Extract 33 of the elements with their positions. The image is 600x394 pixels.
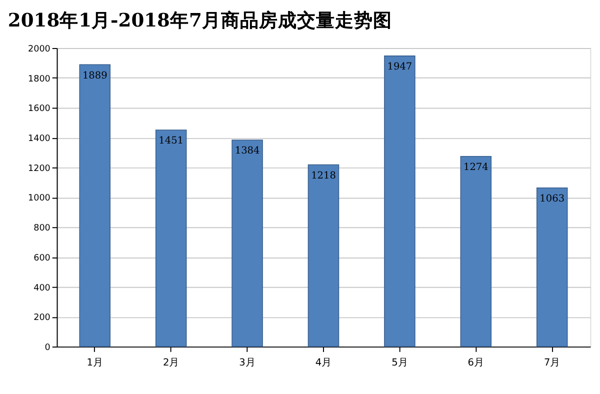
data-label: 1451 (158, 136, 184, 147)
y-tick-label: 200 (34, 313, 51, 324)
y-tick-label: 800 (34, 224, 51, 234)
data-label: 1384 (234, 146, 260, 157)
y-tick-label: 0 (44, 342, 51, 353)
y-tick-label: 1600 (28, 104, 51, 114)
x-tick-label: 5月 (392, 358, 408, 369)
data-label: 1218 (311, 170, 336, 182)
y-tick-label: 2000 (28, 44, 51, 54)
y-tick-label: 600 (34, 253, 51, 264)
bar (536, 188, 568, 347)
y-tick-label: 1200 (28, 164, 51, 174)
bar (460, 156, 492, 347)
y-tick-label: 1400 (28, 134, 51, 144)
data-label: 1889 (82, 70, 108, 82)
x-tick-label: 6月 (468, 358, 484, 369)
y-tick-label: 1800 (28, 74, 51, 84)
y-tick-label: 1000 (28, 194, 51, 204)
bar (308, 164, 340, 347)
y-tick-label: 400 (34, 283, 51, 294)
x-tick-label: 7月 (544, 358, 560, 369)
data-label: 1274 (463, 162, 488, 174)
bar (79, 64, 111, 347)
bar (232, 140, 263, 347)
data-label: 1063 (540, 194, 565, 205)
x-tick-label: 3月 (239, 358, 256, 369)
x-tick-label: 2月 (162, 358, 180, 369)
bar (155, 130, 187, 347)
bar (384, 56, 416, 347)
data-label: 1947 (387, 62, 412, 73)
x-tick-label: 4月 (315, 358, 332, 369)
x-tick-label: 1月 (86, 358, 103, 369)
chart-title: 2018年1月-2018年7月商品房成交量走势图 (8, 10, 392, 32)
